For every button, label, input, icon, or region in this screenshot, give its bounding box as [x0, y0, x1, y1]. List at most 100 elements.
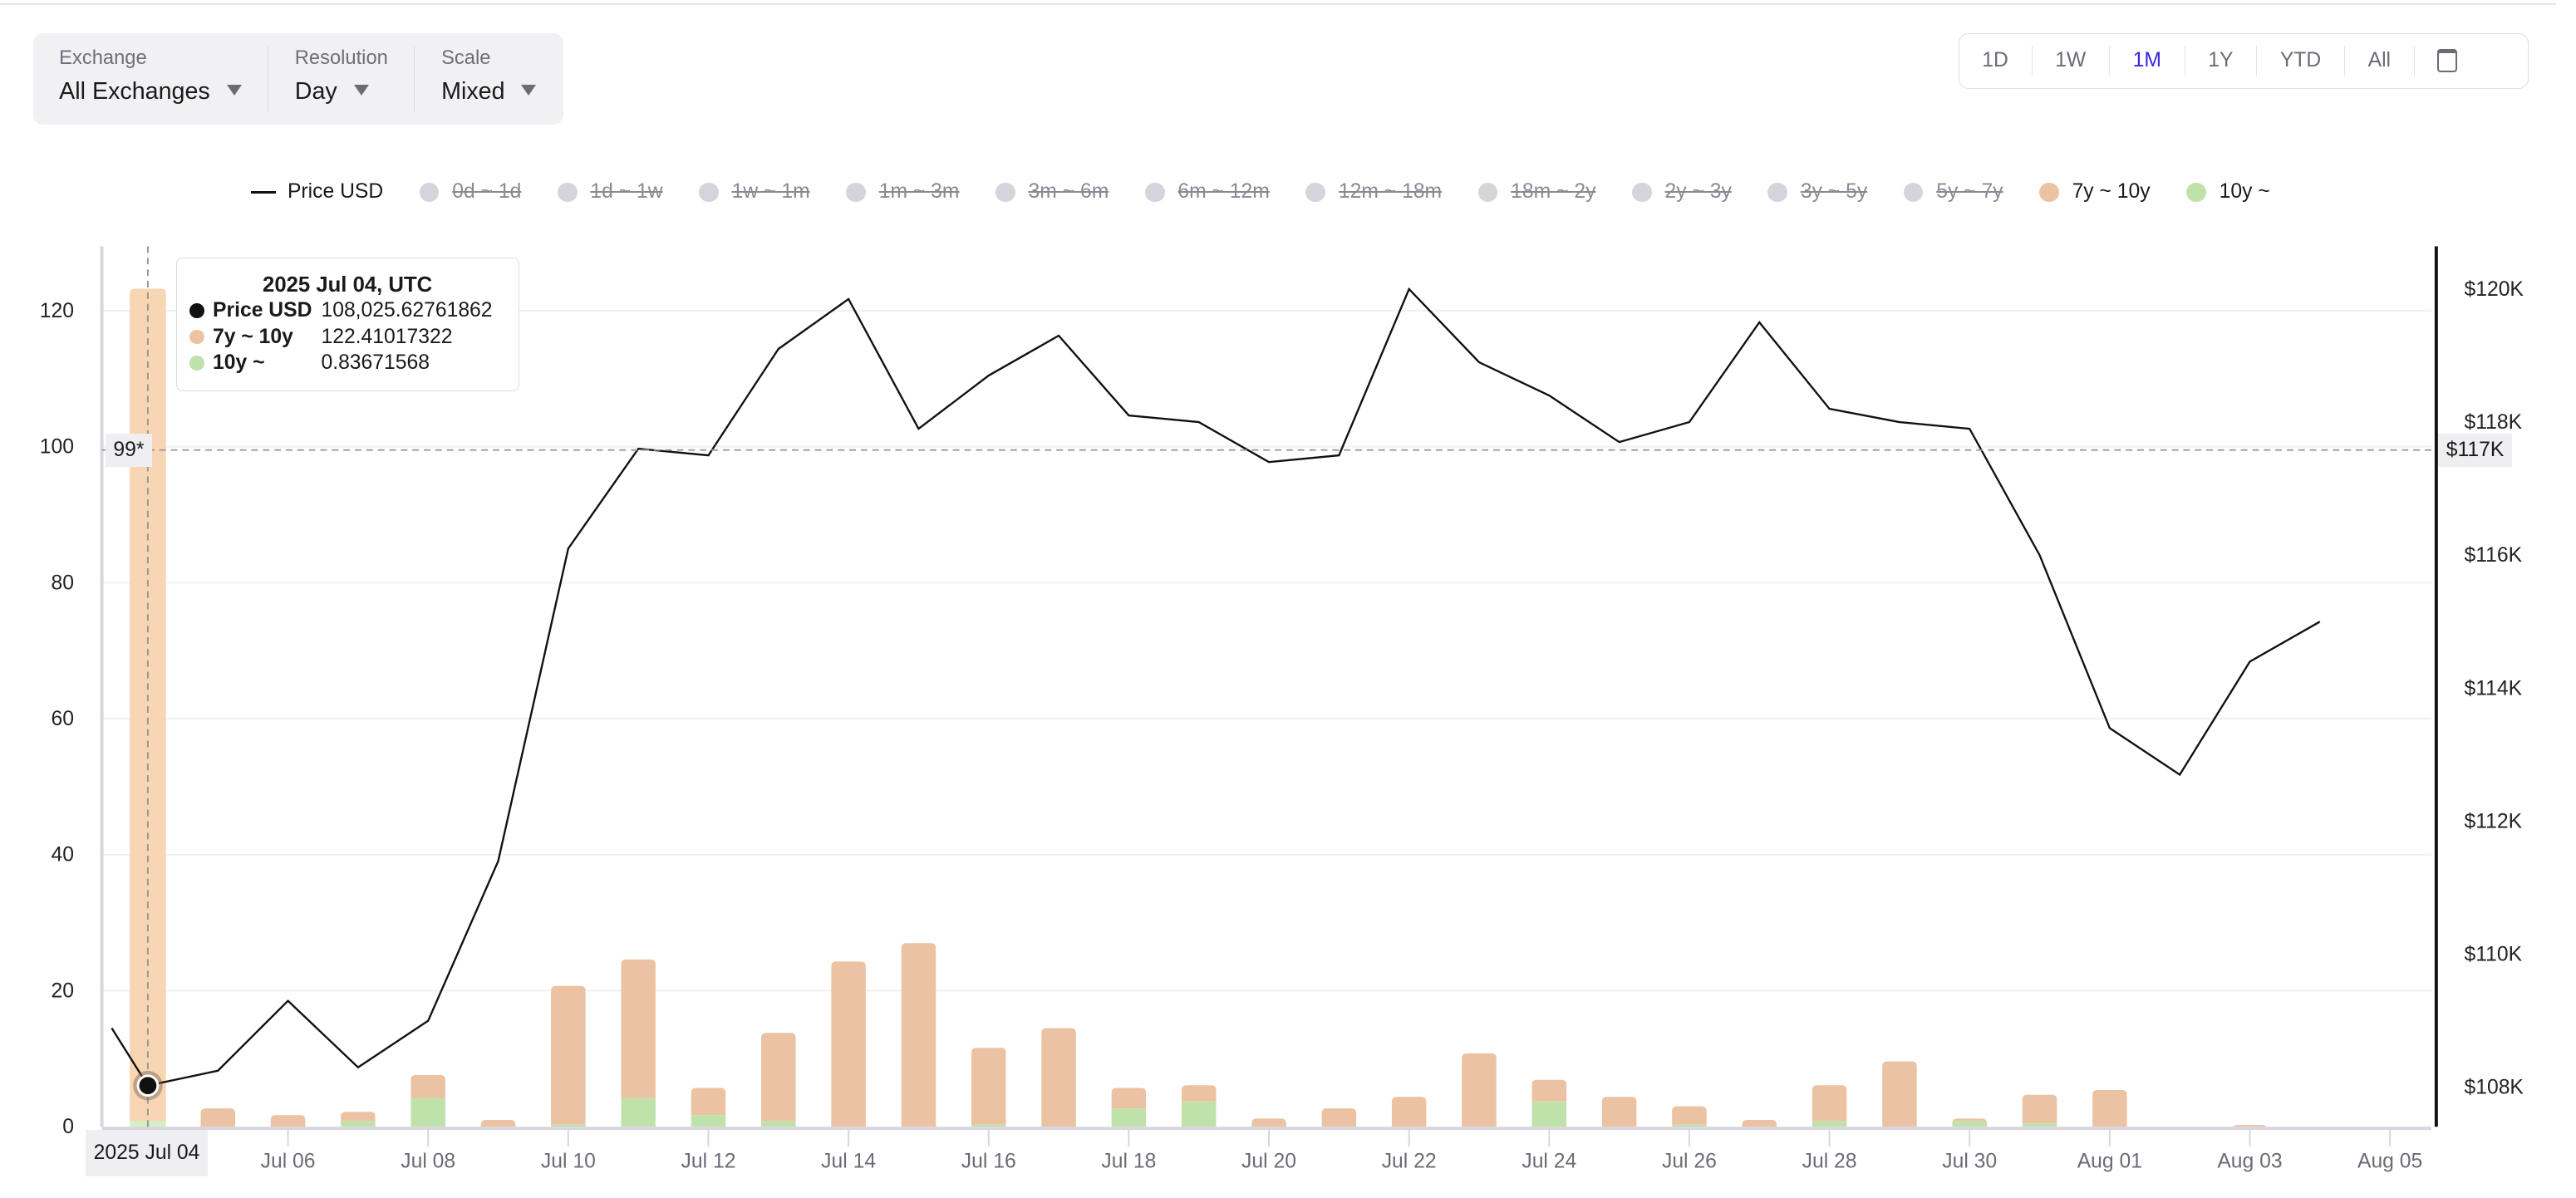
bar-7y-10y[interactable]: [1462, 1053, 1497, 1127]
bar-stack[interactable]: [480, 1120, 516, 1127]
bar-10y-plus[interactable]: [691, 1115, 726, 1127]
bar-stack[interactable]: [831, 961, 866, 1127]
bar-7y-10y[interactable]: [2232, 1125, 2268, 1131]
bar-stack[interactable]: [1041, 1028, 1076, 1127]
bar-stack[interactable]: [1742, 1120, 1777, 1127]
bar-7y-10y[interactable]: [2092, 1090, 2127, 1127]
bar-7y-10y[interactable]: [130, 288, 166, 1122]
bar-stack[interactable]: [1391, 1097, 1427, 1127]
timeframe-all[interactable]: All: [2345, 46, 2415, 76]
bar-stack[interactable]: [2022, 1094, 2057, 1127]
bar-10y-plus[interactable]: [551, 1124, 586, 1127]
bar-stack[interactable]: [1462, 1053, 1497, 1127]
legend-item[interactable]: 10y ~: [2186, 180, 2270, 204]
bar-7y-10y[interactable]: [901, 943, 937, 1127]
bar-stack[interactable]: [551, 985, 586, 1127]
bar-7y-10y[interactable]: [1181, 1085, 1217, 1102]
timeframe-1y[interactable]: 1Y: [2185, 46, 2258, 76]
timeframe-1d[interactable]: 1D: [1959, 46, 2033, 76]
bar-7y-10y[interactable]: [691, 1088, 726, 1116]
bar-stack[interactable]: [341, 1112, 376, 1127]
timeframe-1w[interactable]: 1W: [2033, 46, 2110, 76]
bar-10y-plus[interactable]: [1672, 1124, 1707, 1127]
bar-stack[interactable]: [1181, 1085, 1217, 1127]
bar-stack[interactable]: [1672, 1106, 1707, 1127]
bar-stack[interactable]: [1321, 1108, 1357, 1127]
hover-point[interactable]: [136, 1074, 160, 1097]
bar-7y-10y[interactable]: [971, 1048, 1006, 1125]
resolution-select[interactable]: Resolution Day: [268, 46, 415, 112]
bar-10y-plus[interactable]: [761, 1121, 796, 1127]
bar-7y-10y[interactable]: [1251, 1118, 1286, 1127]
bar-7y-10y[interactable]: [410, 1075, 445, 1098]
bar-stack[interactable]: [410, 1075, 445, 1127]
legend-item[interactable]: 0d ~ 1d: [419, 180, 521, 204]
legend-item[interactable]: Price USD: [251, 180, 383, 204]
legend-item[interactable]: 2y ~ 3y: [1631, 180, 1732, 204]
legend-item[interactable]: 1w ~ 1m: [699, 180, 810, 204]
legend-item[interactable]: 5y ~ 7y: [1903, 180, 2003, 204]
legend-item[interactable]: 3y ~ 5y: [1767, 180, 1867, 204]
legend-item[interactable]: 1m ~ 3m: [846, 180, 960, 204]
bar-10y-plus[interactable]: [341, 1121, 376, 1127]
bar-10y-plus[interactable]: [1531, 1101, 1567, 1127]
bar-7y-10y[interactable]: [831, 961, 866, 1127]
bar-7y-10y[interactable]: [1321, 1108, 1357, 1127]
bar-7y-10y[interactable]: [1601, 1097, 1637, 1127]
bar-stack[interactable]: [621, 959, 656, 1127]
bar-stack[interactable]: [2092, 1090, 2127, 1127]
bar-stack[interactable]: [2232, 1125, 2268, 1131]
bar-10y-plus[interactable]: [1181, 1101, 1217, 1127]
bar-7y-10y[interactable]: [1041, 1028, 1076, 1127]
bar-10y-plus[interactable]: [1111, 1108, 1147, 1127]
bar-stack[interactable]: [1531, 1079, 1567, 1127]
bar-stack[interactable]: [1882, 1061, 1917, 1127]
bar-stack[interactable]: [1601, 1097, 1637, 1127]
bar-stack[interactable]: [691, 1088, 726, 1127]
calendar-icon[interactable]: [2437, 49, 2458, 72]
legend-item[interactable]: 3m ~ 6m: [995, 180, 1109, 204]
bar-7y-10y[interactable]: [1672, 1106, 1707, 1125]
legend-item[interactable]: 6m ~ 12m: [1144, 180, 1270, 204]
bar-7y-10y[interactable]: [1391, 1097, 1427, 1127]
bar-7y-10y[interactable]: [2022, 1094, 2057, 1124]
legend-item[interactable]: 12m ~ 18m: [1305, 180, 1442, 204]
bar-7y-10y[interactable]: [1111, 1088, 1147, 1109]
bar-7y-10y[interactable]: [480, 1120, 516, 1127]
bar-7y-10y[interactable]: [1531, 1079, 1567, 1102]
bar-7y-10y[interactable]: [621, 959, 656, 1098]
scale-select[interactable]: Scale Mixed: [415, 46, 562, 111]
legend-item[interactable]: 1d ~ 1w: [557, 180, 663, 204]
bar-stack[interactable]: [901, 943, 937, 1127]
bar-7y-10y[interactable]: [1882, 1061, 1917, 1127]
bar-stack[interactable]: [1111, 1088, 1147, 1127]
bar-7y-10y[interactable]: [270, 1115, 306, 1127]
bar-7y-10y[interactable]: [200, 1108, 236, 1127]
timeframe-ytd[interactable]: YTD: [2257, 46, 2345, 76]
bar-7y-10y[interactable]: [551, 985, 586, 1125]
bar-10y-plus[interactable]: [621, 1097, 656, 1127]
bar-7y-10y[interactable]: [761, 1033, 796, 1122]
bar-stack[interactable]: [1952, 1118, 1987, 1127]
bar-stack[interactable]: [1812, 1085, 1847, 1127]
bar-7y-10y[interactable]: [1812, 1085, 1847, 1122]
bar-stack[interactable]: [761, 1033, 796, 1127]
legend-item[interactable]: 18m ~ 2y: [1477, 180, 1595, 204]
bar-stack[interactable]: [971, 1048, 1006, 1127]
bar-stack[interactable]: [270, 1115, 306, 1127]
bar-7y-10y[interactable]: [1952, 1118, 1987, 1124]
bar-7y-10y[interactable]: [1742, 1120, 1777, 1127]
bar-10y-plus[interactable]: [410, 1097, 445, 1127]
bar-10y-plus[interactable]: [971, 1124, 1006, 1127]
bar-10y-plus[interactable]: [1952, 1121, 1987, 1127]
bar-7y-10y[interactable]: [341, 1112, 376, 1122]
bar-stack[interactable]: [200, 1108, 236, 1127]
timeframe-1m[interactable]: 1M: [2110, 46, 2185, 76]
bar-stack[interactable]: [1251, 1118, 1286, 1127]
exchange-select[interactable]: Exchange All Exchanges: [33, 46, 269, 112]
bar-10y-plus[interactable]: [2022, 1123, 2057, 1127]
bar-10y-plus[interactable]: [1812, 1121, 1847, 1127]
legend-item[interactable]: 7y ~ 10y: [2039, 180, 2151, 204]
